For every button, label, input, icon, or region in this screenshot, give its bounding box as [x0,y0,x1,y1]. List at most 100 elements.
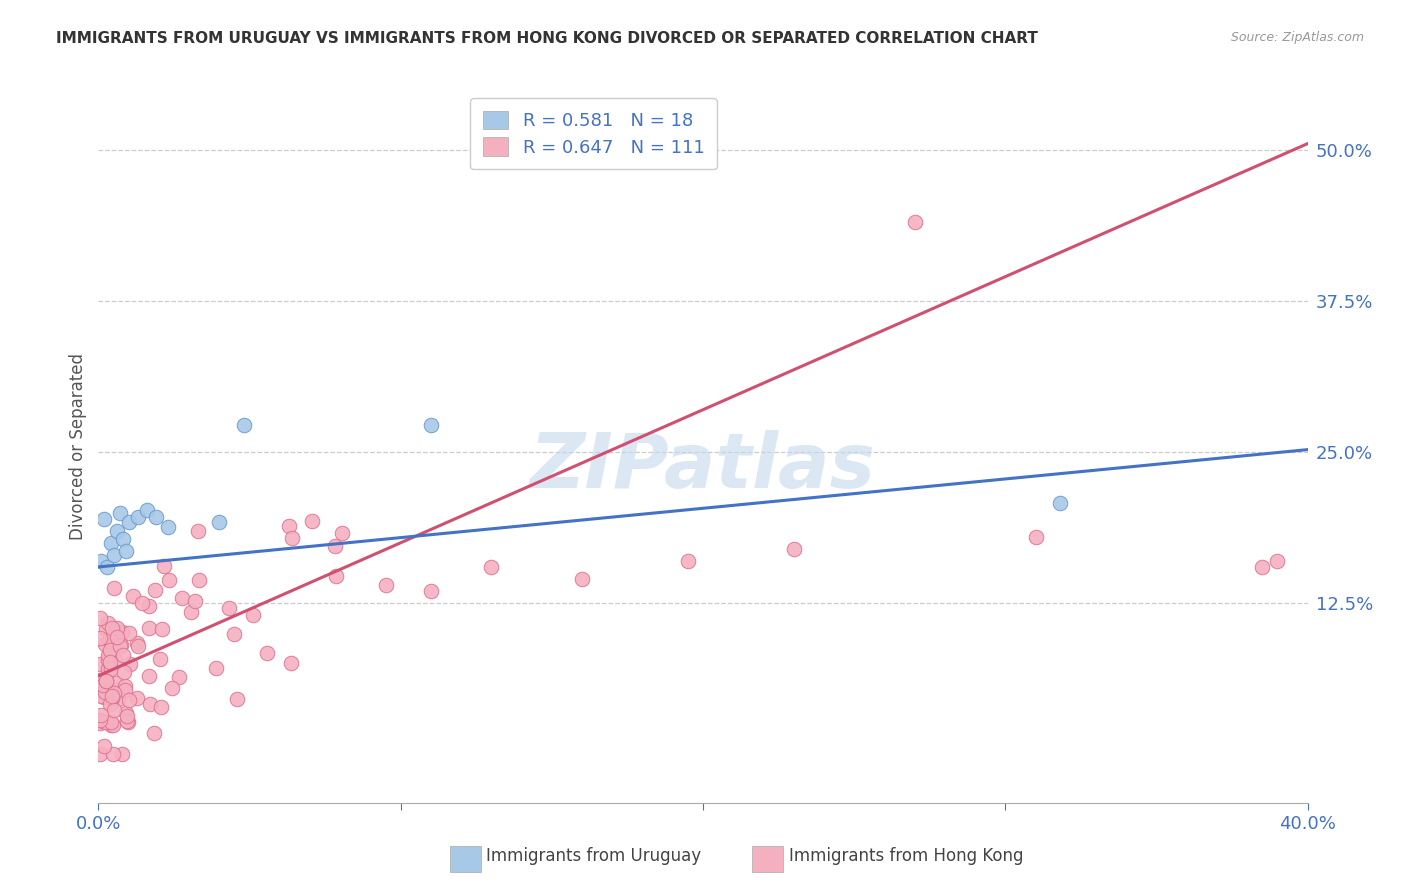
Point [184,594,207,608]
Point [103,703,125,717]
Point [93,690,115,704]
Point [97,648,120,663]
Point [89,657,111,672]
Point [117,714,139,729]
Point [105,675,128,690]
Point [111,532,134,546]
Point [118,625,141,640]
Point [127,510,149,524]
Point [90,708,112,723]
Point [374,578,396,592]
Y-axis label: Divorced or Separated: Divorced or Separated [69,352,87,540]
Point [101,621,124,635]
Point [1251,560,1274,574]
Point [187,573,209,587]
Point [91,714,114,728]
Point [145,510,167,524]
Point [118,515,141,529]
FancyBboxPatch shape [752,846,783,872]
Point [218,601,240,615]
Point [117,693,139,707]
Point [94,622,117,636]
Point [180,606,202,620]
Point [127,691,149,706]
Point [98,655,121,669]
Point [149,699,172,714]
Point [100,714,122,729]
Point [186,524,208,538]
Text: Immigrants from Uruguay: Immigrants from Uruguay [486,847,702,865]
Point [89,632,111,646]
Legend: R = 0.581   N = 18, R = 0.647   N = 111: R = 0.581 N = 18, R = 0.647 N = 111 [470,98,717,169]
Point [242,608,264,623]
Point [232,418,254,433]
Point [107,691,129,706]
Point [420,584,443,599]
Text: Immigrants from Hong Kong: Immigrants from Hong Kong [789,847,1024,865]
Point [170,591,193,605]
Point [256,646,278,660]
Point [89,747,111,762]
Point [90,554,112,568]
Point [153,559,176,574]
Point [94,637,117,651]
Point [100,639,122,653]
Point [139,697,162,711]
Point [281,531,304,545]
Point [904,215,927,229]
Point [277,519,299,533]
Point [114,706,136,720]
Point [96,715,118,730]
Point [100,535,122,549]
Point [98,697,121,711]
Point [90,689,112,703]
Point [330,525,353,540]
Point [149,651,172,665]
Point [111,648,134,662]
Point [150,622,173,636]
Point [100,689,122,703]
Point [323,539,346,553]
Point [142,726,165,740]
Point [571,572,593,586]
Point [114,544,136,558]
Text: IMMIGRANTS FROM URUGUAY VS IMMIGRANTS FROM HONG KONG DIVORCED OR SEPARATED CORRE: IMMIGRANTS FROM URUGUAY VS IMMIGRANTS FR… [56,31,1038,46]
Point [111,747,134,762]
Point [280,657,302,671]
Point [105,524,128,538]
Point [157,573,180,587]
Point [103,581,125,595]
Point [205,661,228,675]
Point [93,511,115,525]
Point [107,621,129,635]
Point [325,569,347,583]
Point [1024,530,1046,544]
Point [222,627,245,641]
Point [103,686,125,700]
Point [115,714,138,728]
Point [138,621,160,635]
Point [1267,554,1289,568]
Point [1049,496,1071,510]
FancyBboxPatch shape [450,846,481,872]
Point [104,653,127,667]
Point [97,662,120,676]
Point [96,674,118,689]
Point [101,636,124,650]
Point [125,636,148,650]
Point [100,661,122,675]
Point [111,624,134,639]
Point [96,673,118,688]
Point [420,418,443,433]
Text: Source: ZipAtlas.com: Source: ZipAtlas.com [1230,31,1364,45]
Point [101,718,124,732]
Point [89,713,111,727]
Point [160,681,183,695]
Point [110,639,132,653]
Point [676,554,699,568]
Point [138,599,160,614]
Point [127,639,149,653]
Point [103,548,125,562]
Point [226,692,249,706]
Point [101,691,124,706]
